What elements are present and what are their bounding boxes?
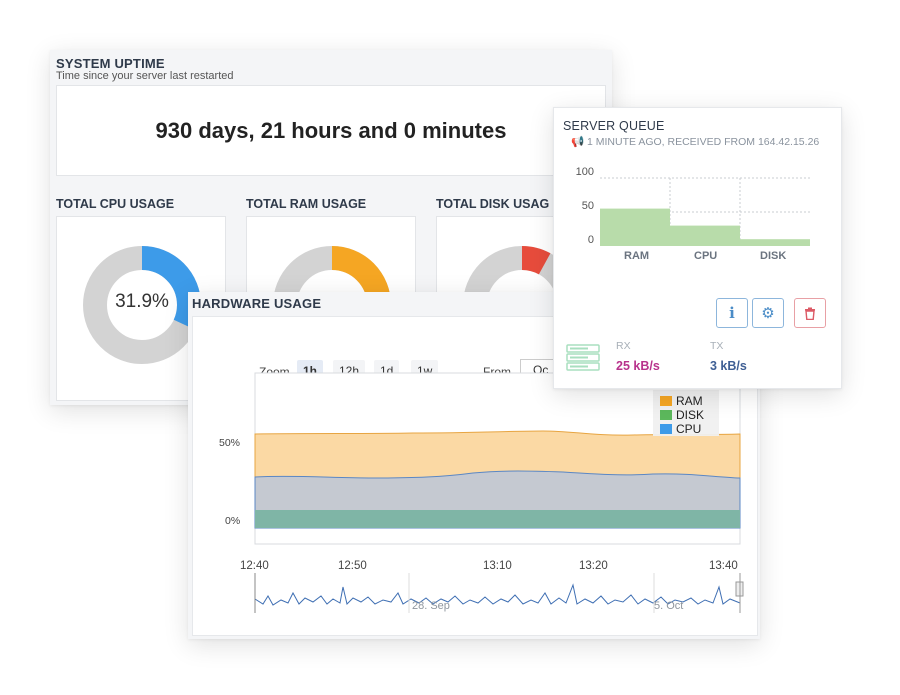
settings-button[interactable]: ⚙ <box>752 298 784 328</box>
x-tick: 13:40 <box>709 560 738 572</box>
tx-label: TX <box>710 340 724 352</box>
disk-area <box>255 510 740 528</box>
queue-x-label-disk: DISK <box>760 250 787 262</box>
gear-icon: ⚙ <box>761 305 775 322</box>
queue-bar-ram <box>600 208 670 246</box>
megaphone-icon: 📢 <box>571 136 585 148</box>
y-tick-0: 0% <box>225 515 241 527</box>
rx-value: 25 kB/s <box>616 359 660 373</box>
disk-donut-arc <box>463 246 581 364</box>
hardware-usage-chart: RAM DISK CPU <box>254 372 744 613</box>
queue-y-tick: 0 <box>587 234 594 246</box>
server-queue-chart <box>600 177 810 246</box>
disk-usage-label: TOTAL DISK USAG <box>436 197 550 211</box>
server-queue-panel: SERVER QUEUE 📢 1 MINUTE AGO, RECEIVED FR… <box>553 107 842 389</box>
navigator-label: 5. Oct <box>654 600 684 612</box>
cpu-usage-value: 31.9% <box>115 291 169 312</box>
rx-label: RX <box>616 340 631 352</box>
server-queue-subtitle: 📢 1 MINUTE AGO, RECEIVED FROM 164.42.15.… <box>571 135 819 148</box>
legend-cpu-label: CPU <box>676 422 701 436</box>
navigator-label: 28. Sep <box>412 600 450 612</box>
x-tick: 13:10 <box>483 560 512 572</box>
y-tick-50: 50% <box>219 437 241 449</box>
hardware-usage-title: HARDWARE USAGE <box>192 296 322 311</box>
x-tick: 12:50 <box>338 560 367 572</box>
navigator-series <box>254 583 741 606</box>
queue-x-label-cpu: CPU <box>694 250 718 262</box>
ram-usage-label: TOTAL RAM USAGE <box>246 197 367 211</box>
legend-disk-swatch <box>660 410 672 420</box>
info-button[interactable]: i <box>716 298 748 328</box>
legend-ram-swatch <box>660 396 672 406</box>
queue-y-tick: 100 <box>575 166 594 178</box>
cpu-usage-label: TOTAL CPU USAGE <box>56 197 175 211</box>
queue-bar-disk <box>740 239 810 246</box>
queue-bar-cpu <box>670 225 740 246</box>
server-queue-title: SERVER QUEUE <box>563 119 665 133</box>
x-tick: 13:20 <box>579 560 608 572</box>
uptime-subtitle: Time since your server last restarted <box>56 70 234 82</box>
legend-ram-label: RAM <box>676 394 703 408</box>
tx-value: 3 kB/s <box>710 359 747 373</box>
uptime-value: 930 days, 21 hours and 0 minutes <box>155 117 507 143</box>
queue-y-tick: 50 <box>581 200 594 212</box>
legend-cpu-swatch <box>660 424 672 434</box>
server-icon <box>566 344 600 371</box>
queue-received-text: 1 MINUTE AGO, RECEIVED FROM 164.42.15.26 <box>587 136 820 148</box>
uptime-title: SYSTEM UPTIME <box>56 56 165 71</box>
chart-legend: RAM DISK CPU <box>653 390 719 436</box>
queue-x-label-ram: RAM <box>624 250 650 262</box>
x-tick: 12:40 <box>240 560 269 572</box>
info-icon: i <box>729 304 735 322</box>
delete-button[interactable] <box>794 298 826 328</box>
trash-icon <box>805 307 815 320</box>
uptime-box: 930 days, 21 hours and 0 minutes <box>56 85 606 176</box>
legend-disk-label: DISK <box>676 408 704 422</box>
navigator[interactable] <box>255 573 740 613</box>
